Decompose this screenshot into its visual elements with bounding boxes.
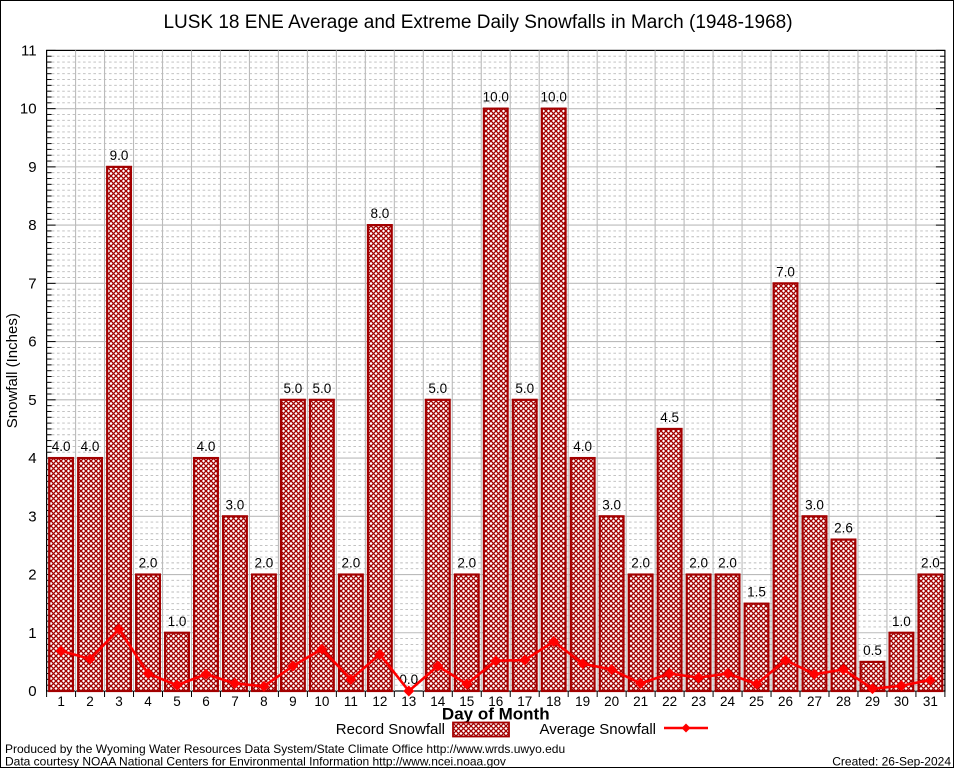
svg-text:19: 19: [575, 694, 590, 709]
svg-text:23: 23: [691, 694, 706, 709]
svg-text:3.0: 3.0: [602, 497, 621, 512]
svg-text:9: 9: [289, 694, 297, 709]
svg-text:26: 26: [778, 694, 793, 709]
svg-text:Data courtesy NOAA National Ce: Data courtesy NOAA National Centers for …: [5, 755, 506, 768]
svg-text:27: 27: [807, 694, 822, 709]
svg-text:6: 6: [28, 334, 36, 351]
svg-text:Average Snowfall: Average Snowfall: [540, 721, 656, 738]
svg-text:4.0: 4.0: [81, 439, 100, 454]
svg-text:0: 0: [28, 683, 36, 700]
svg-text:4.0: 4.0: [573, 439, 592, 454]
svg-text:5: 5: [28, 392, 36, 409]
svg-text:Day of Month: Day of Month: [442, 705, 550, 724]
svg-text:0.5: 0.5: [863, 643, 882, 658]
svg-text:10.0: 10.0: [483, 90, 509, 105]
svg-text:24: 24: [720, 694, 736, 709]
svg-text:4.5: 4.5: [660, 410, 679, 425]
svg-text:10: 10: [20, 101, 37, 118]
svg-text:29: 29: [865, 694, 880, 709]
svg-text:1: 1: [57, 694, 65, 709]
svg-text:7: 7: [28, 275, 36, 292]
svg-text:1.0: 1.0: [892, 614, 911, 629]
svg-text:8: 8: [28, 217, 36, 234]
svg-text:20: 20: [604, 694, 619, 709]
svg-text:5: 5: [173, 694, 181, 709]
svg-text:8.0: 8.0: [370, 206, 389, 221]
svg-text:11: 11: [21, 42, 37, 59]
svg-text:4: 4: [28, 450, 36, 467]
svg-text:6: 6: [202, 694, 210, 709]
svg-text:2: 2: [86, 694, 94, 709]
svg-text:9: 9: [28, 159, 36, 176]
svg-text:8: 8: [260, 694, 268, 709]
svg-text:2.0: 2.0: [921, 556, 940, 571]
svg-text:4: 4: [144, 694, 152, 709]
svg-text:4.0: 4.0: [197, 439, 216, 454]
svg-text:LUSK 18 ENE Average and Extrem: LUSK 18 ENE Average and Extreme Daily Sn…: [163, 12, 792, 33]
svg-text:2.0: 2.0: [718, 556, 737, 571]
svg-text:21: 21: [633, 694, 648, 709]
svg-text:10.0: 10.0: [541, 90, 567, 105]
svg-text:5.0: 5.0: [312, 381, 331, 396]
svg-text:Snowfall (Inches): Snowfall (Inches): [4, 313, 21, 428]
svg-text:7: 7: [231, 694, 239, 709]
svg-text:9.0: 9.0: [110, 148, 129, 163]
svg-text:2.0: 2.0: [689, 556, 708, 571]
svg-text:1: 1: [28, 625, 36, 642]
svg-text:22: 22: [662, 694, 677, 709]
svg-text:5.0: 5.0: [515, 381, 534, 396]
svg-text:7.0: 7.0: [776, 264, 795, 279]
svg-text:31: 31: [923, 694, 938, 709]
svg-text:3: 3: [28, 508, 36, 525]
svg-text:5.0: 5.0: [428, 381, 447, 396]
svg-text:2.0: 2.0: [341, 556, 360, 571]
svg-text:2.0: 2.0: [139, 556, 158, 571]
svg-text:2.0: 2.0: [631, 556, 650, 571]
svg-text:25: 25: [749, 694, 764, 709]
svg-text:4.0: 4.0: [52, 439, 71, 454]
svg-text:1.5: 1.5: [747, 585, 766, 600]
svg-text:10: 10: [314, 694, 329, 709]
svg-text:11: 11: [344, 694, 358, 709]
svg-text:2.0: 2.0: [255, 556, 274, 571]
svg-text:1.0: 1.0: [168, 614, 187, 629]
svg-text:2: 2: [28, 567, 36, 584]
svg-text:28: 28: [836, 694, 851, 709]
svg-text:2.6: 2.6: [834, 521, 853, 536]
svg-text:3.0: 3.0: [226, 497, 245, 512]
svg-text:5.0: 5.0: [284, 381, 303, 396]
svg-text:30: 30: [894, 694, 909, 709]
svg-text:Created: 26-Sep-2024: Created: 26-Sep-2024: [832, 755, 951, 768]
svg-text:3.0: 3.0: [805, 497, 824, 512]
svg-text:3: 3: [115, 694, 123, 709]
svg-text:Record Snowfall: Record Snowfall: [336, 721, 445, 738]
svg-text:12: 12: [372, 694, 387, 709]
svg-text:2.0: 2.0: [457, 556, 476, 571]
